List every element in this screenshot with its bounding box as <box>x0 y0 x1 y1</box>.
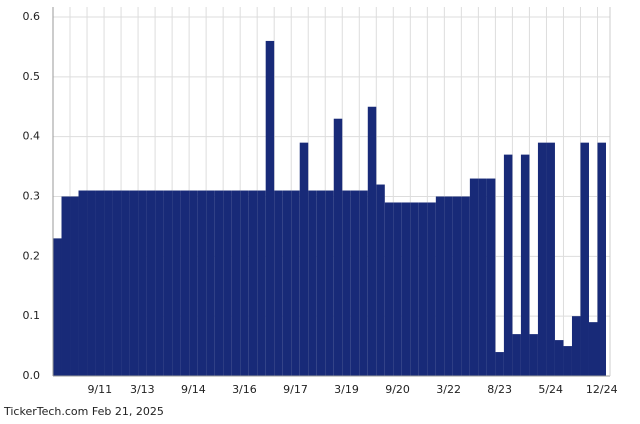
bar <box>571 316 581 376</box>
bar <box>512 334 521 376</box>
y-tick-label: 0.5 <box>23 70 41 83</box>
bar <box>427 202 436 376</box>
bar <box>223 190 232 376</box>
bar <box>189 190 198 376</box>
x-tick-label: 9/11 <box>87 383 112 396</box>
bar <box>53 238 62 376</box>
bar <box>61 196 71 376</box>
bar <box>469 178 479 376</box>
bar <box>146 190 156 376</box>
bar <box>274 190 283 376</box>
bar <box>546 142 555 376</box>
x-tick-label: 3/16 <box>232 383 257 396</box>
bar <box>597 142 606 376</box>
bar <box>291 190 300 376</box>
bar <box>367 106 377 376</box>
bar <box>282 190 292 376</box>
x-tick-label: 3/13 <box>130 383 155 396</box>
bar <box>299 142 309 376</box>
bar <box>265 40 275 376</box>
bar <box>435 196 445 376</box>
bar <box>121 190 130 376</box>
bar <box>580 142 589 376</box>
bar <box>503 154 513 376</box>
bar <box>333 118 343 376</box>
bar <box>393 202 402 376</box>
bar <box>495 352 504 376</box>
bar <box>520 154 530 376</box>
bar <box>129 190 139 376</box>
bar <box>180 190 190 376</box>
bar <box>257 190 266 376</box>
y-tick-label: 0.1 <box>23 309 41 322</box>
footer: TickerTech.com Feb 21, 2025 <box>3 405 164 418</box>
bar <box>444 196 453 376</box>
bar <box>325 190 334 376</box>
bar <box>214 190 224 376</box>
x-tick-label: 9/20 <box>385 383 410 396</box>
bar <box>410 202 419 376</box>
y-tick-label: 0.6 <box>23 10 41 23</box>
bar <box>308 190 317 376</box>
bar <box>206 190 215 376</box>
bar <box>104 190 113 376</box>
y-tick-label: 0.3 <box>23 190 41 203</box>
bar <box>95 190 105 376</box>
bar <box>172 190 181 376</box>
x-tick-label: 5/24 <box>538 383 563 396</box>
bar <box>155 190 164 376</box>
x-tick-label: 9/14 <box>181 383 206 396</box>
bar <box>138 190 147 376</box>
bar <box>418 202 428 376</box>
bar <box>588 322 598 376</box>
bar <box>554 340 564 376</box>
bar <box>87 190 96 376</box>
bar <box>112 190 122 376</box>
bar <box>359 190 368 376</box>
bar <box>197 190 207 376</box>
y-tick-label: 0.4 <box>23 130 41 143</box>
bar <box>240 190 249 376</box>
bar <box>478 178 487 376</box>
bar <box>376 184 385 376</box>
bar <box>248 190 258 376</box>
x-tick-label: 3/19 <box>334 383 359 396</box>
bar <box>70 196 79 376</box>
bar <box>350 190 360 376</box>
bar <box>231 190 241 376</box>
x-tick-label: 12/24 <box>586 383 618 396</box>
bar <box>486 178 496 376</box>
bar <box>461 196 470 376</box>
x-tick-label: 3/22 <box>436 383 461 396</box>
y-tick-label: 0.2 <box>23 249 41 262</box>
bar <box>78 190 88 376</box>
bar <box>342 190 351 376</box>
bar <box>563 346 572 376</box>
bar <box>316 190 326 376</box>
bar <box>163 190 173 376</box>
bar <box>384 202 394 376</box>
bar <box>529 334 538 376</box>
y-tick-label: 0.0 <box>23 369 41 382</box>
x-tick-label: 8/23 <box>487 383 512 396</box>
bar <box>401 202 411 376</box>
x-tick-label: 9/17 <box>283 383 308 396</box>
bar <box>452 196 462 376</box>
bar <box>537 142 547 376</box>
